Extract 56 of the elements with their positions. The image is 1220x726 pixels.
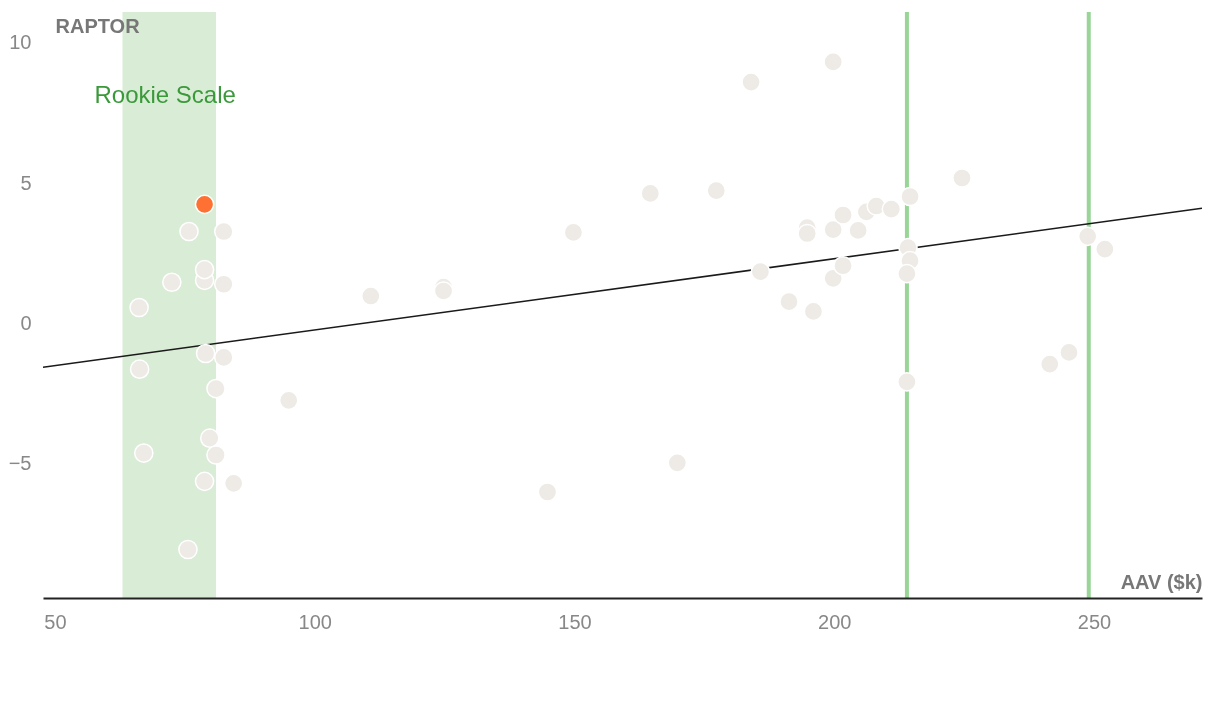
point xyxy=(213,274,234,295)
y-tick-label: 0 xyxy=(20,311,32,334)
point xyxy=(779,291,799,312)
point xyxy=(881,199,902,219)
point xyxy=(194,471,215,492)
point xyxy=(206,445,226,465)
point xyxy=(223,473,244,494)
point xyxy=(741,72,761,92)
point xyxy=(178,539,198,560)
point xyxy=(897,372,917,392)
point xyxy=(206,378,226,399)
x-tick-label: 200 xyxy=(818,610,852,633)
x-tick-label: 150 xyxy=(558,610,592,633)
point xyxy=(162,272,182,293)
point xyxy=(194,259,215,280)
point xyxy=(900,186,920,207)
x-tick-label: 100 xyxy=(298,610,332,633)
point xyxy=(1059,342,1079,363)
point xyxy=(706,180,727,201)
point xyxy=(179,221,199,242)
point xyxy=(563,222,584,243)
point xyxy=(199,428,220,448)
point xyxy=(823,268,843,289)
point xyxy=(897,263,917,284)
y-tick-label: 10 xyxy=(9,31,32,54)
point xyxy=(129,359,150,380)
point xyxy=(797,223,818,244)
x-axis-title: AAV ($k) xyxy=(1120,570,1203,593)
point xyxy=(823,52,843,72)
band-label: Rookie Scale xyxy=(94,81,236,108)
point xyxy=(667,453,688,473)
y-axis-title: RAPTOR xyxy=(55,14,141,37)
point xyxy=(640,183,661,204)
point xyxy=(195,343,216,364)
point xyxy=(1039,354,1060,374)
point xyxy=(129,297,149,318)
point xyxy=(360,286,381,306)
point xyxy=(823,219,843,240)
point xyxy=(1095,239,1115,260)
point xyxy=(133,443,154,463)
point xyxy=(750,261,771,282)
point xyxy=(1077,226,1098,247)
point xyxy=(213,221,234,242)
point xyxy=(952,168,972,188)
point xyxy=(213,347,234,368)
x-tick-label: 250 xyxy=(1077,610,1112,633)
x-tick-label: 50 xyxy=(44,610,67,633)
point xyxy=(537,482,558,502)
y-tick-label: 5 xyxy=(20,171,32,194)
point xyxy=(278,390,299,411)
point xyxy=(833,205,853,225)
y-tick-label: −5 xyxy=(8,451,32,474)
point xyxy=(833,255,853,276)
point xyxy=(803,301,824,322)
point xyxy=(194,194,215,215)
point xyxy=(848,220,868,241)
